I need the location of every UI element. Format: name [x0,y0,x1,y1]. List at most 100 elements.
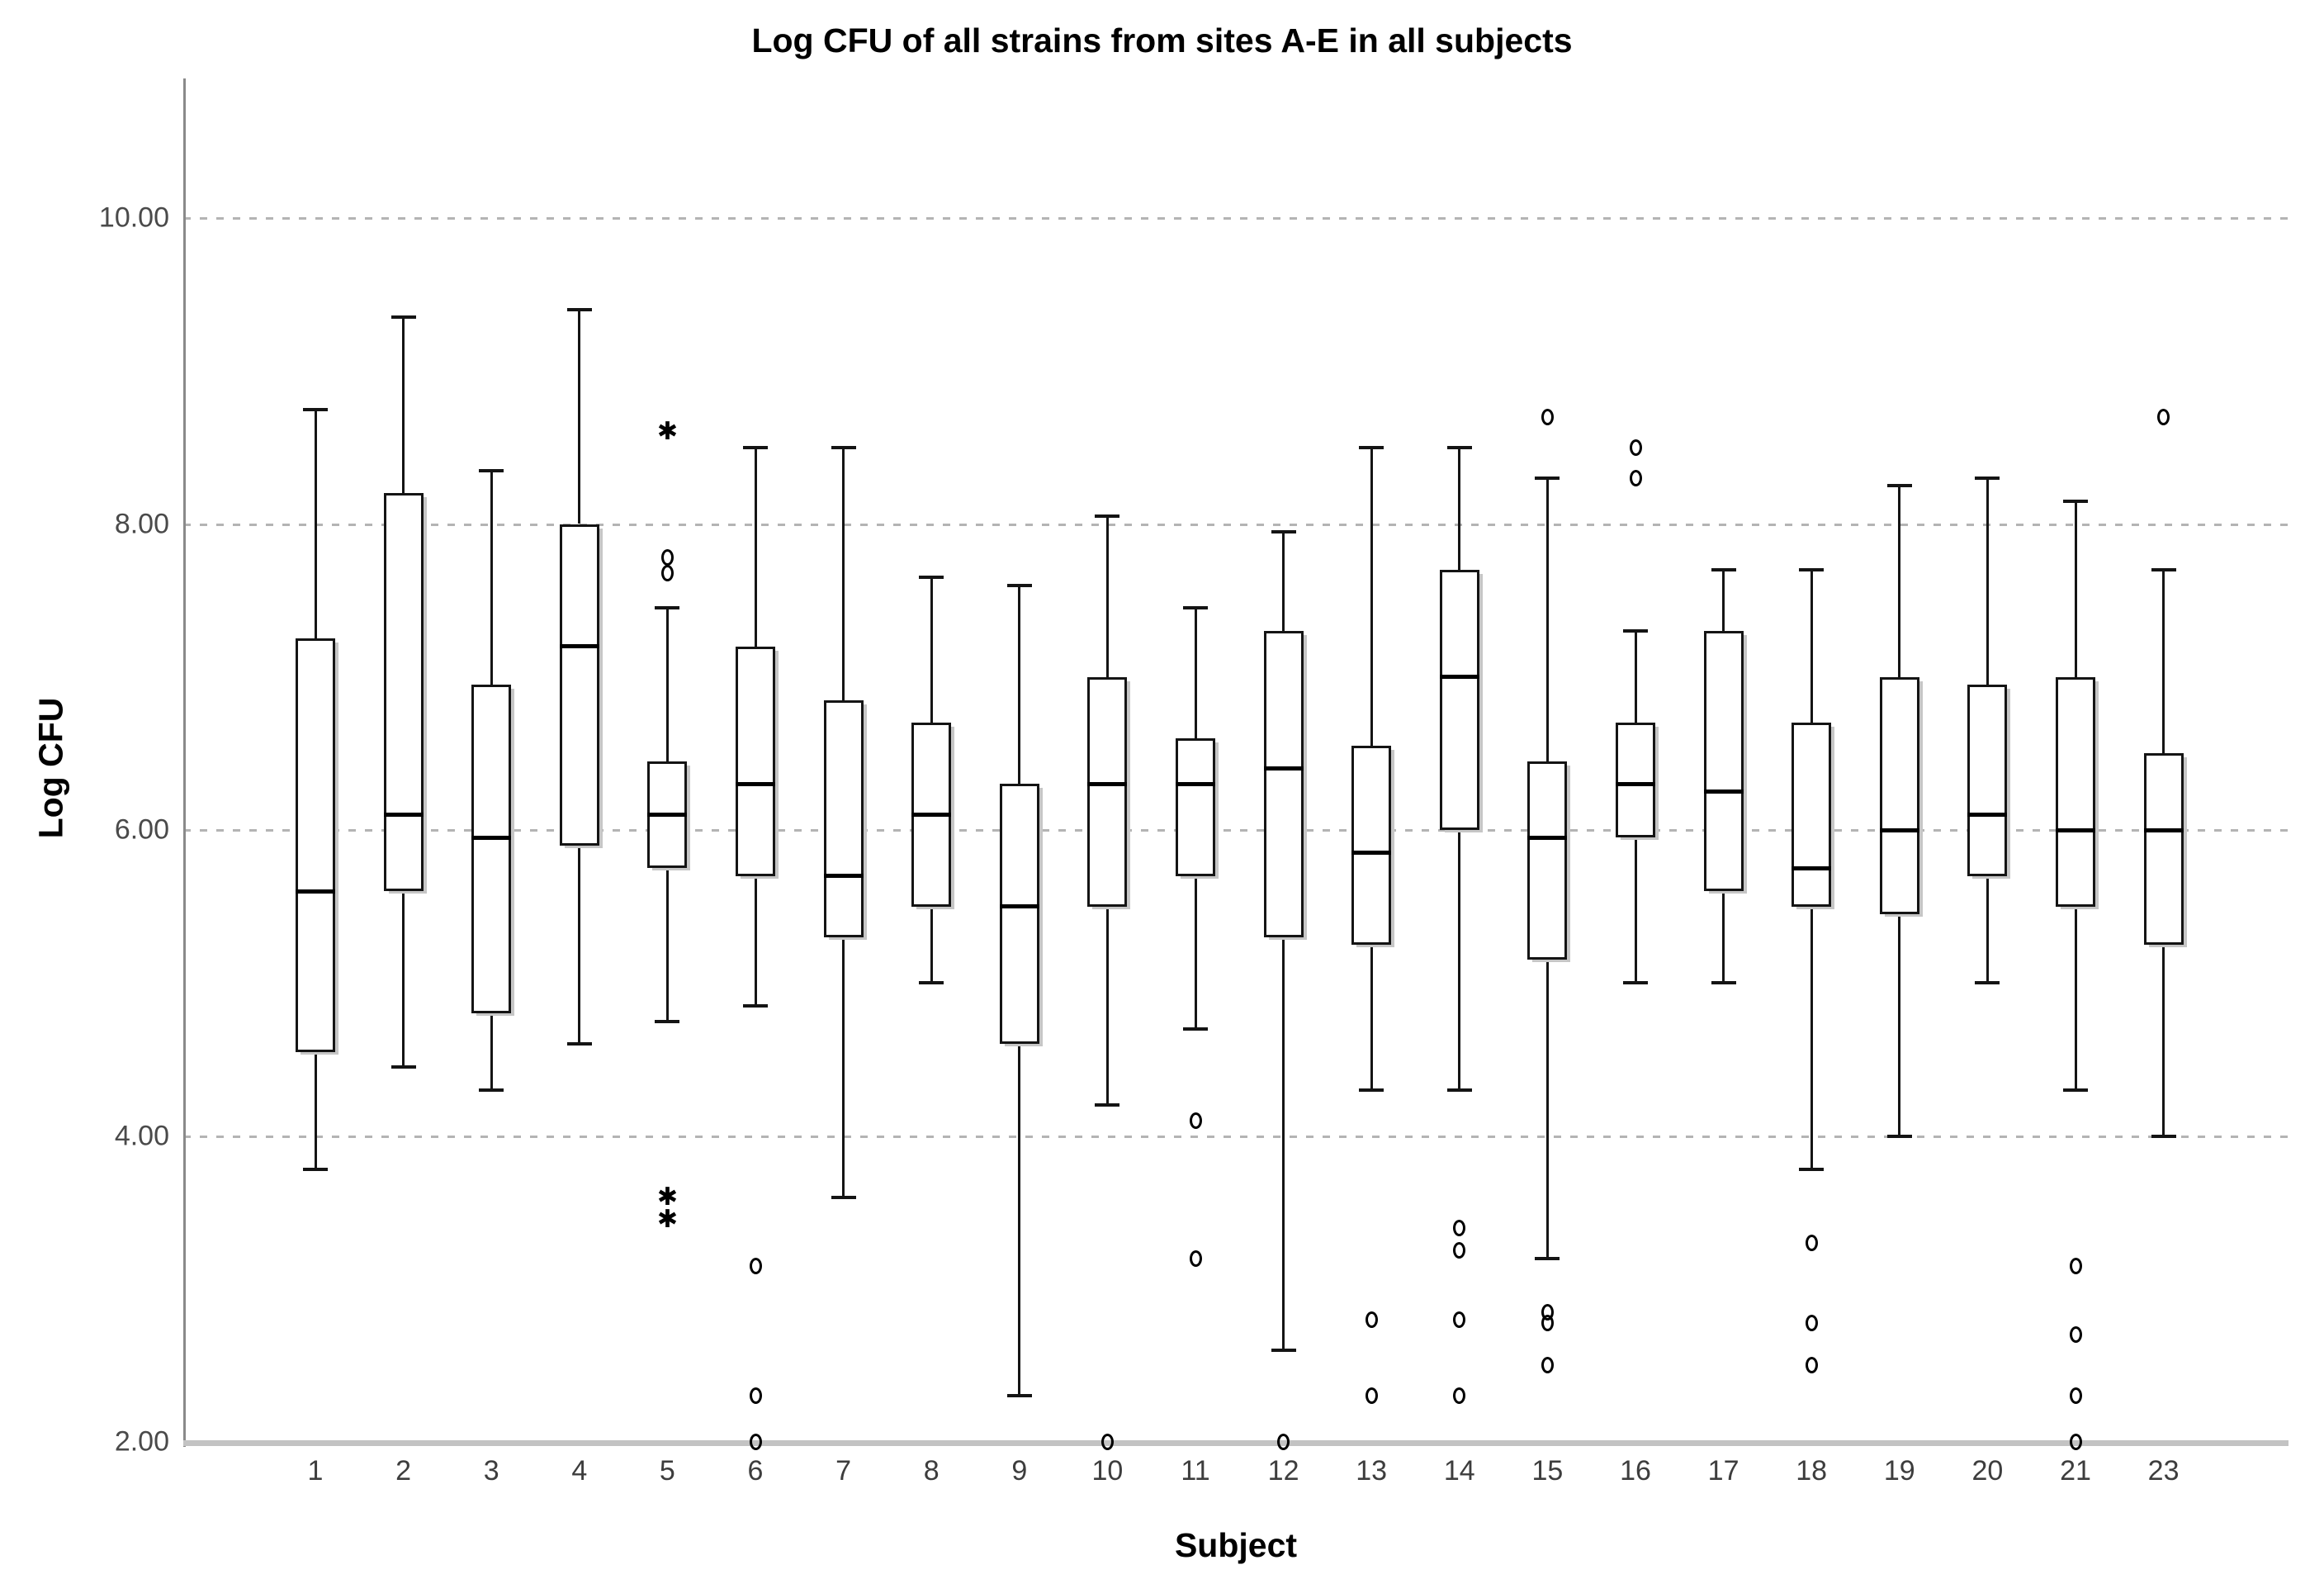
outlier-circle [1541,1357,1554,1374]
lower-whisker-cap [743,1004,768,1008]
upper-whisker [1634,631,1637,723]
lower-whisker [1194,875,1197,1029]
outlier-circle [1629,469,1642,486]
outlier-circle [1100,1434,1114,1450]
lower-whisker-cap [1095,1103,1120,1107]
x-axis-title: Subject [1174,1526,1298,1564]
median-line [471,835,512,840]
y-tick-label: 8.00 [114,508,169,539]
lower-whisker [1105,906,1109,1106]
lower-whisker-cap [919,981,944,985]
lower-whisker [2074,906,2077,1090]
box-subject-15 [1527,761,1568,960]
upper-whisker-cap [390,315,416,320]
upper-whisker-cap [831,445,856,449]
median-line [1087,781,1128,786]
outlier-circle [660,549,674,567]
lower-whisker [2162,944,2165,1136]
box-subject-11 [1176,737,1215,876]
median-line [999,904,1039,909]
x-tick-label: 5 [659,1455,675,1487]
outlier-circle [2157,408,2170,425]
box-subject-20 [1967,685,2008,876]
median-line [911,812,952,817]
x-tick-label: 6 [747,1455,764,1487]
lower-whisker [490,1013,493,1090]
outlier-circle [1453,1311,1466,1328]
outlier-circle [1805,1314,1818,1331]
median-line [296,889,335,894]
upper-whisker-cap [1271,529,1296,533]
upper-whisker-cap [479,468,504,472]
upper-whisker [1370,447,1373,747]
lower-whisker [1810,906,1813,1170]
upper-whisker [2074,500,2077,677]
y-tick-label: 10.00 [98,202,169,234]
upper-whisker [2162,570,2165,754]
x-tick-label: 17 [1707,1455,1739,1487]
lower-whisker-cap [1975,981,2000,985]
median-line [1879,827,1919,832]
outlier-star: ✱ [656,1182,678,1212]
upper-whisker-cap [1446,445,1472,449]
upper-whisker [1018,585,1021,785]
median-line [1703,790,1744,794]
x-tick-label: 3 [483,1455,499,1487]
median-line [1176,781,1215,786]
outlier-circle [1189,1112,1202,1129]
lower-whisker [402,891,405,1068]
x-tick-label: 1 [307,1455,324,1487]
upper-whisker-cap [743,445,768,449]
upper-whisker-cap [2063,499,2088,503]
upper-whisker-cap [1095,514,1120,519]
box-subject-3 [471,685,512,1014]
upper-whisker [1545,477,1549,761]
lower-whisker [1018,1044,1021,1396]
lower-whisker-cap [1006,1394,1032,1398]
lower-whisker [1282,936,1285,1350]
outlier-circle [749,1257,762,1274]
gridline-8.00 [183,523,2289,526]
box-subject-18 [1792,723,1832,907]
median-line [1616,781,1655,786]
lower-whisker [1458,830,1461,1090]
lower-whisker-cap [1799,1168,1825,1172]
lower-whisker-cap [1183,1027,1208,1031]
upper-whisker [1986,477,1989,685]
median-line [383,812,424,817]
box-subject-13 [1351,746,1392,945]
lower-whisker [314,1051,317,1170]
x-tick-label: 7 [835,1455,852,1487]
upper-whisker [402,317,405,494]
median-line [1967,812,2008,817]
y-axis-line [183,78,186,1447]
lower-whisker-cap [831,1195,856,1199]
upper-whisker-cap [566,308,592,312]
lower-whisker [842,936,845,1197]
upper-whisker-cap [655,606,680,610]
box-subject-12 [1263,631,1304,937]
lower-whisker-cap [1623,981,1648,985]
upper-whisker [1105,516,1109,677]
lower-whisker-cap [2063,1088,2088,1092]
upper-whisker-cap [1359,445,1384,449]
x-tick-label: 14 [1443,1455,1475,1487]
x-tick-label: 9 [1011,1455,1028,1487]
box-subject-6 [736,646,775,876]
box-subject-10 [1087,676,1128,907]
outlier-circle [660,564,674,581]
box-subject-4 [559,524,599,846]
upper-whisker-cap [1711,568,1736,572]
median-line [2143,827,2184,832]
outlier-circle [2069,1326,2082,1344]
lower-whisker [930,906,933,984]
upper-whisker-cap [1886,484,1912,488]
upper-whisker [314,409,317,639]
outlier-circle [2069,1434,2082,1450]
box-subject-2 [383,493,424,892]
outlier-circle [1365,1387,1378,1405]
lower-whisker [578,845,581,1045]
outlier-circle [1541,1314,1554,1331]
lower-whisker-cap [1359,1088,1384,1092]
